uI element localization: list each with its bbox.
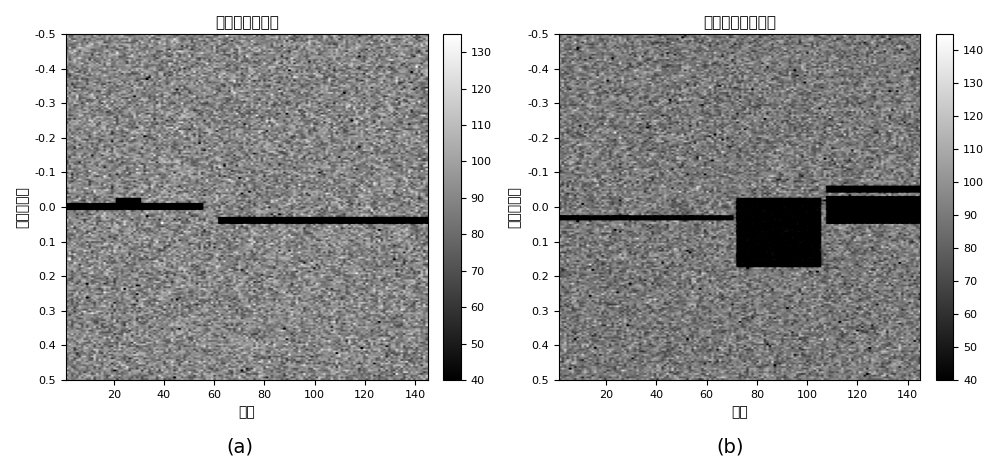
X-axis label: 帧数: 帧数 xyxy=(731,405,748,419)
Y-axis label: 归一化频率: 归一化频率 xyxy=(15,186,29,228)
Text: (a): (a) xyxy=(226,438,254,457)
X-axis label: 帧数: 帧数 xyxy=(238,405,255,419)
Y-axis label: 归一化频率: 归一化频率 xyxy=(508,186,522,228)
Title: 无人机时频平面: 无人机时频平面 xyxy=(215,15,279,30)
Text: (b): (b) xyxy=(716,438,744,457)
Title: 武装单兵时频平面: 武装单兵时频平面 xyxy=(703,15,776,30)
